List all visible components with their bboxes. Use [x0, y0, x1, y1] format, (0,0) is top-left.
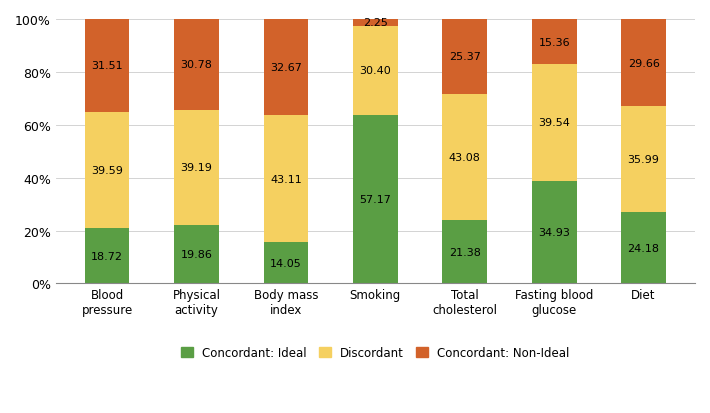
Legend: Concordant: Ideal, Discordant, Concordant: Non-Ideal: Concordant: Ideal, Discordant, Concordan… [178, 342, 573, 363]
Text: 39.59: 39.59 [91, 166, 123, 176]
Text: 19.86: 19.86 [180, 249, 212, 259]
Bar [621, 213, 666, 284]
Text: 29.66: 29.66 [628, 59, 660, 69]
Text: 43.08: 43.08 [449, 153, 481, 163]
Text: 57.17: 57.17 [359, 195, 391, 205]
Bar [353, 26, 398, 116]
Text: 30.78: 30.78 [180, 60, 212, 70]
Text: 35.99: 35.99 [628, 155, 660, 165]
Bar [442, 221, 487, 284]
Bar [442, 20, 487, 95]
Bar [532, 65, 577, 181]
Bar [174, 110, 219, 225]
Bar [353, 20, 398, 26]
Text: 39.54: 39.54 [538, 118, 570, 128]
Text: 32.67: 32.67 [270, 63, 302, 73]
Text: 15.36: 15.36 [538, 38, 570, 47]
Bar [442, 95, 487, 221]
Bar [263, 20, 308, 116]
Bar [532, 181, 577, 284]
Bar [84, 112, 129, 229]
Bar [174, 20, 219, 110]
Bar [174, 225, 219, 284]
Text: 34.93: 34.93 [538, 228, 570, 237]
Text: 21.38: 21.38 [449, 247, 481, 257]
Bar [84, 20, 129, 112]
Text: 43.11: 43.11 [270, 174, 302, 184]
Bar [263, 116, 308, 242]
Text: 14.05: 14.05 [270, 258, 302, 268]
Text: 39.19: 39.19 [180, 163, 212, 173]
Bar [84, 229, 129, 284]
Text: 24.18: 24.18 [628, 243, 660, 253]
Bar [621, 20, 666, 107]
Text: 18.72: 18.72 [91, 251, 123, 261]
Bar [532, 20, 577, 65]
Text: 2.25: 2.25 [363, 18, 388, 28]
Bar [621, 107, 666, 213]
Bar [353, 116, 398, 284]
Text: 30.40: 30.40 [359, 66, 391, 76]
Text: 25.37: 25.37 [449, 52, 481, 62]
Text: 31.51: 31.51 [92, 61, 123, 71]
Bar [263, 242, 308, 284]
